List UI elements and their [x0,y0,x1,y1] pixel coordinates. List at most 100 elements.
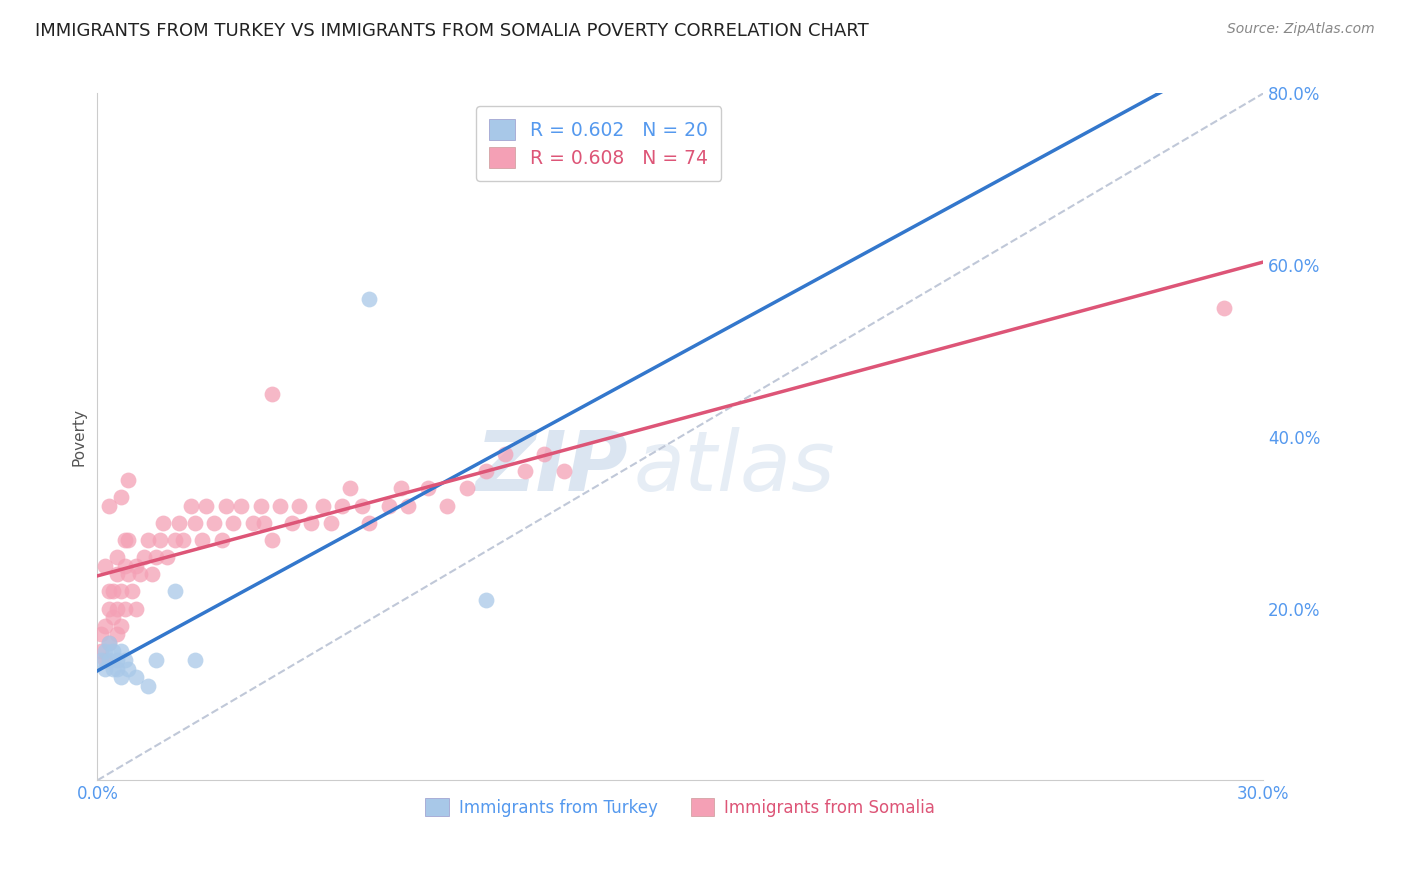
Point [105,662,128,676]
Point [156,549,179,564]
Point [117,533,139,547]
Point [101,662,124,676]
Point [105,567,128,582]
Point [114,653,136,667]
Point [553,464,575,478]
Point [105,627,128,641]
Point [165,584,187,599]
Point [389,481,412,495]
Point [94,653,117,667]
Point [98,601,121,615]
Point [288,499,311,513]
Text: IMMIGRANTS FROM TURKEY VS IMMIGRANTS FROM SOMALIA POVERTY CORRELATION CHART: IMMIGRANTS FROM TURKEY VS IMMIGRANTS FRO… [35,22,869,40]
Point [148,533,170,547]
Point [110,644,132,658]
Point [330,499,353,513]
Point [117,567,139,582]
Point [183,653,205,667]
Point [110,619,132,633]
Point [98,653,121,667]
Point [167,516,190,530]
Point [494,447,516,461]
Point [359,516,381,530]
Point [114,533,136,547]
Point [125,601,148,615]
Point [121,584,143,599]
Point [416,481,439,495]
Point [269,499,291,513]
Point [132,549,155,564]
Point [94,558,117,573]
Point [231,499,253,513]
Point [1213,301,1236,315]
Point [145,653,167,667]
Point [475,464,498,478]
Point [125,670,148,684]
Point [183,516,205,530]
Text: ZIP: ZIP [475,427,628,508]
Point [513,464,536,478]
Point [378,499,401,513]
Point [456,481,478,495]
Text: atlas: atlas [634,427,835,508]
Point [90,653,112,667]
Point [105,653,128,667]
Point [94,644,117,658]
Point [359,293,381,307]
Point [533,447,555,461]
Point [110,490,132,504]
Point [222,516,245,530]
Point [117,662,139,676]
Point [299,516,322,530]
Point [262,387,284,401]
Point [105,601,128,615]
Point [211,533,233,547]
Point [350,499,373,513]
Point [195,499,218,513]
Point [165,533,187,547]
Point [141,567,163,582]
Point [152,516,174,530]
Point [280,516,302,530]
Point [396,499,419,513]
Point [436,499,458,513]
Point [180,499,202,513]
Point [114,601,136,615]
Point [312,499,335,513]
Point [114,558,136,573]
Point [475,593,498,607]
Point [101,584,124,599]
Point [110,584,132,599]
Point [136,679,159,693]
Point [117,473,139,487]
Point [110,670,132,684]
Point [101,644,124,658]
Point [145,549,167,564]
Point [319,516,342,530]
Point [339,481,361,495]
Y-axis label: Poverty: Poverty [72,408,86,466]
Point [125,558,148,573]
Point [129,567,152,582]
Point [94,619,117,633]
Legend: Immigrants from Turkey, Immigrants from Somalia: Immigrants from Turkey, Immigrants from … [419,791,942,823]
Point [253,516,276,530]
Text: Source: ZipAtlas.com: Source: ZipAtlas.com [1227,22,1375,37]
Point [242,516,264,530]
Point [98,636,121,650]
Point [98,636,121,650]
Point [98,584,121,599]
Point [136,533,159,547]
Point [105,549,128,564]
Point [214,499,236,513]
Point [191,533,214,547]
Point [90,627,112,641]
Point [172,533,194,547]
Point [90,644,112,658]
Point [101,610,124,624]
Point [98,499,121,513]
Point [94,662,117,676]
Point [262,533,284,547]
Point [249,499,271,513]
Point [202,516,225,530]
